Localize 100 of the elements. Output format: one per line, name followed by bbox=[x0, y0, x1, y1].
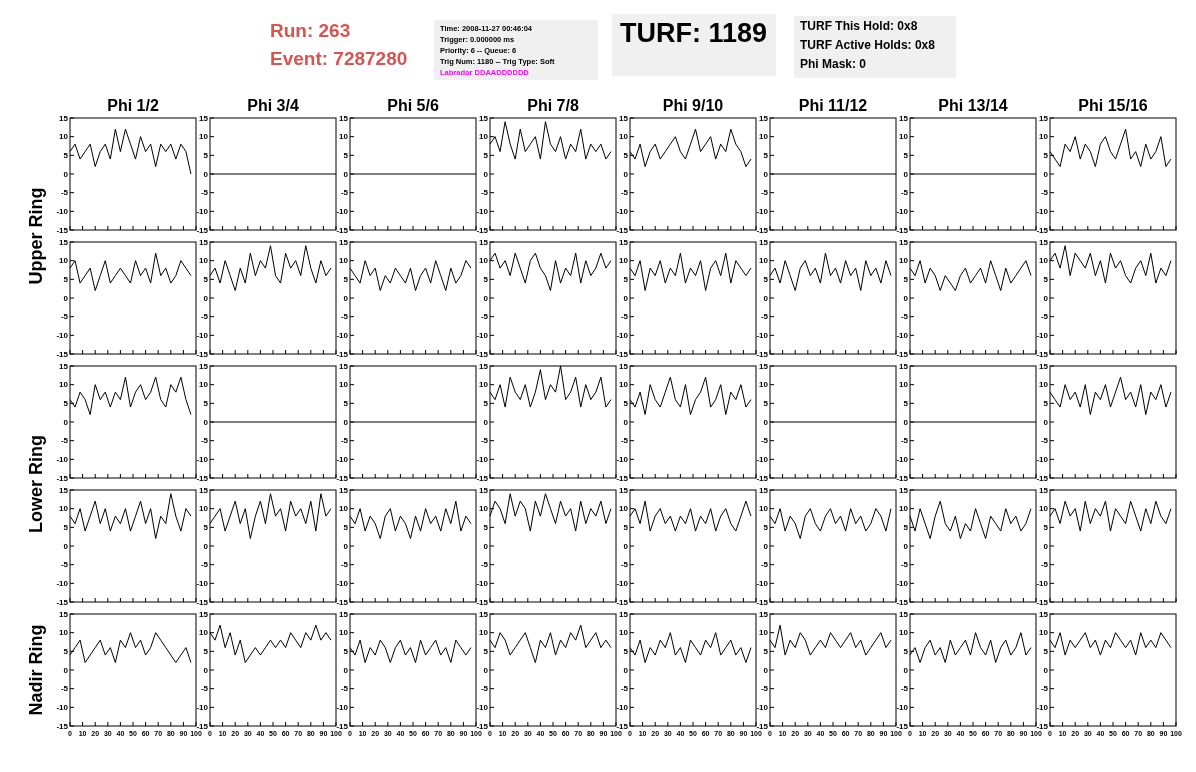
y-tick-label: 0 bbox=[623, 417, 629, 427]
y-tick-label: 0 bbox=[623, 665, 629, 675]
y-tick-label: 15 bbox=[619, 609, 629, 619]
y-tick-label: -10 bbox=[336, 579, 349, 589]
y-tick-label: -10 bbox=[1036, 455, 1049, 465]
y-tick-label: -10 bbox=[756, 455, 769, 465]
y-tick-label: -5 bbox=[620, 312, 629, 322]
y-tick-label: 0 bbox=[1043, 293, 1049, 303]
y-tick-label: 0 bbox=[623, 293, 629, 303]
y-tick-label: -5 bbox=[340, 684, 349, 694]
y-tick-label: 10 bbox=[479, 132, 489, 142]
y-tick-label: -15 bbox=[1036, 597, 1049, 607]
y-tick-label: -5 bbox=[60, 188, 69, 198]
y-tick-label: -15 bbox=[56, 225, 69, 235]
chart-title: Phi 13/14 bbox=[938, 97, 1008, 114]
y-tick-label: 5 bbox=[1043, 275, 1049, 285]
y-tick-label: -10 bbox=[616, 579, 629, 589]
y-tick-label: 15 bbox=[199, 609, 209, 619]
y-tick-label: -5 bbox=[200, 312, 209, 322]
y-tick-label: 5 bbox=[903, 151, 909, 161]
y-tick-label: -15 bbox=[616, 597, 629, 607]
y-tick-label: 10 bbox=[199, 628, 209, 638]
y-tick-label: -10 bbox=[476, 331, 489, 341]
y-tick-label: 15 bbox=[59, 361, 69, 371]
y-tick-label: 15 bbox=[199, 113, 209, 123]
y-tick-label: 10 bbox=[1039, 380, 1049, 390]
y-tick-label: 10 bbox=[899, 132, 909, 142]
y-tick-label: 10 bbox=[479, 380, 489, 390]
y-tick-label: -10 bbox=[1036, 579, 1049, 589]
y-tick-label: 10 bbox=[59, 628, 69, 638]
y-tick-label: -15 bbox=[476, 597, 489, 607]
y-tick-label: 15 bbox=[59, 237, 69, 247]
y-tick-label: -5 bbox=[340, 312, 349, 322]
y-tick-label: 15 bbox=[899, 485, 909, 495]
y-tick-label: 5 bbox=[483, 275, 489, 285]
y-tick-label: 15 bbox=[339, 113, 349, 123]
y-tick-label: 0 bbox=[63, 665, 69, 675]
y-tick-label: -15 bbox=[1036, 225, 1049, 235]
y-tick-label: 5 bbox=[63, 151, 69, 161]
y-tick-label: 10 bbox=[339, 256, 349, 266]
y-tick-label: -15 bbox=[896, 721, 909, 731]
y-tick-label: -5 bbox=[480, 312, 489, 322]
text: TURF This Hold: 0x8 bbox=[800, 19, 918, 33]
y-tick-label: -15 bbox=[616, 349, 629, 359]
y-tick-label: 0 bbox=[483, 665, 489, 675]
y-tick-label: 15 bbox=[759, 485, 769, 495]
y-tick-label: 5 bbox=[203, 523, 209, 533]
y-tick-label: -15 bbox=[196, 225, 209, 235]
y-tick-label: -5 bbox=[200, 188, 209, 198]
y-tick-label: -15 bbox=[336, 349, 349, 359]
y-tick-label: 10 bbox=[619, 628, 629, 638]
y-tick-label: -15 bbox=[56, 349, 69, 359]
y-tick-label: -15 bbox=[756, 225, 769, 235]
y-tick-label: 15 bbox=[1039, 609, 1049, 619]
y-tick-label: -10 bbox=[1036, 331, 1049, 341]
y-tick-label: -5 bbox=[900, 188, 909, 198]
y-tick-label: 15 bbox=[759, 361, 769, 371]
y-tick-label: 15 bbox=[59, 113, 69, 123]
y-tick-label: 15 bbox=[339, 485, 349, 495]
y-tick-label: 5 bbox=[63, 275, 69, 285]
y-tick-label: -10 bbox=[756, 703, 769, 713]
y-tick-label: -10 bbox=[336, 207, 349, 217]
y-tick-label: 10 bbox=[479, 504, 489, 514]
y-tick-label: -10 bbox=[56, 455, 69, 465]
y-tick-label: 15 bbox=[899, 609, 909, 619]
y-tick-label: -10 bbox=[756, 207, 769, 217]
y-tick-label: -5 bbox=[480, 560, 489, 570]
y-tick-label: 5 bbox=[343, 647, 349, 657]
y-tick-label: 5 bbox=[903, 275, 909, 285]
y-tick-label: -5 bbox=[900, 560, 909, 570]
y-tick-label: -10 bbox=[896, 207, 909, 217]
y-tick-label: 0 bbox=[1043, 417, 1049, 427]
y-tick-label: 15 bbox=[339, 237, 349, 247]
y-tick-label: 15 bbox=[199, 485, 209, 495]
y-tick-label: 15 bbox=[199, 237, 209, 247]
y-tick-label: 5 bbox=[483, 399, 489, 409]
y-tick-label: -10 bbox=[616, 207, 629, 217]
y-tick-label: 5 bbox=[623, 647, 629, 657]
y-tick-label: 0 bbox=[903, 417, 909, 427]
y-tick-label: 10 bbox=[339, 380, 349, 390]
y-tick-label: 5 bbox=[343, 275, 349, 285]
y-tick-label: -10 bbox=[896, 455, 909, 465]
y-tick-label: 0 bbox=[903, 169, 909, 179]
y-tick-label: 0 bbox=[343, 293, 349, 303]
y-tick-label: -15 bbox=[896, 225, 909, 235]
y-tick-label: -15 bbox=[616, 473, 629, 483]
y-tick-label: 15 bbox=[479, 237, 489, 247]
y-tick-label: 15 bbox=[619, 485, 629, 495]
y-tick-label: -5 bbox=[60, 684, 69, 694]
y-tick-label: -5 bbox=[760, 560, 769, 570]
y-tick-label: 10 bbox=[619, 380, 629, 390]
y-tick-label: -5 bbox=[340, 560, 349, 570]
y-tick-label: -10 bbox=[196, 331, 209, 341]
y-tick-label: 5 bbox=[903, 523, 909, 533]
text: Phi Mask: 0 bbox=[800, 57, 867, 71]
text: TURF Active Holds: 0x8 bbox=[800, 38, 936, 52]
text: Run: 263 bbox=[270, 20, 351, 41]
y-tick-label: 15 bbox=[59, 609, 69, 619]
y-tick-label: 10 bbox=[59, 256, 69, 266]
y-tick-label: 0 bbox=[623, 541, 629, 551]
